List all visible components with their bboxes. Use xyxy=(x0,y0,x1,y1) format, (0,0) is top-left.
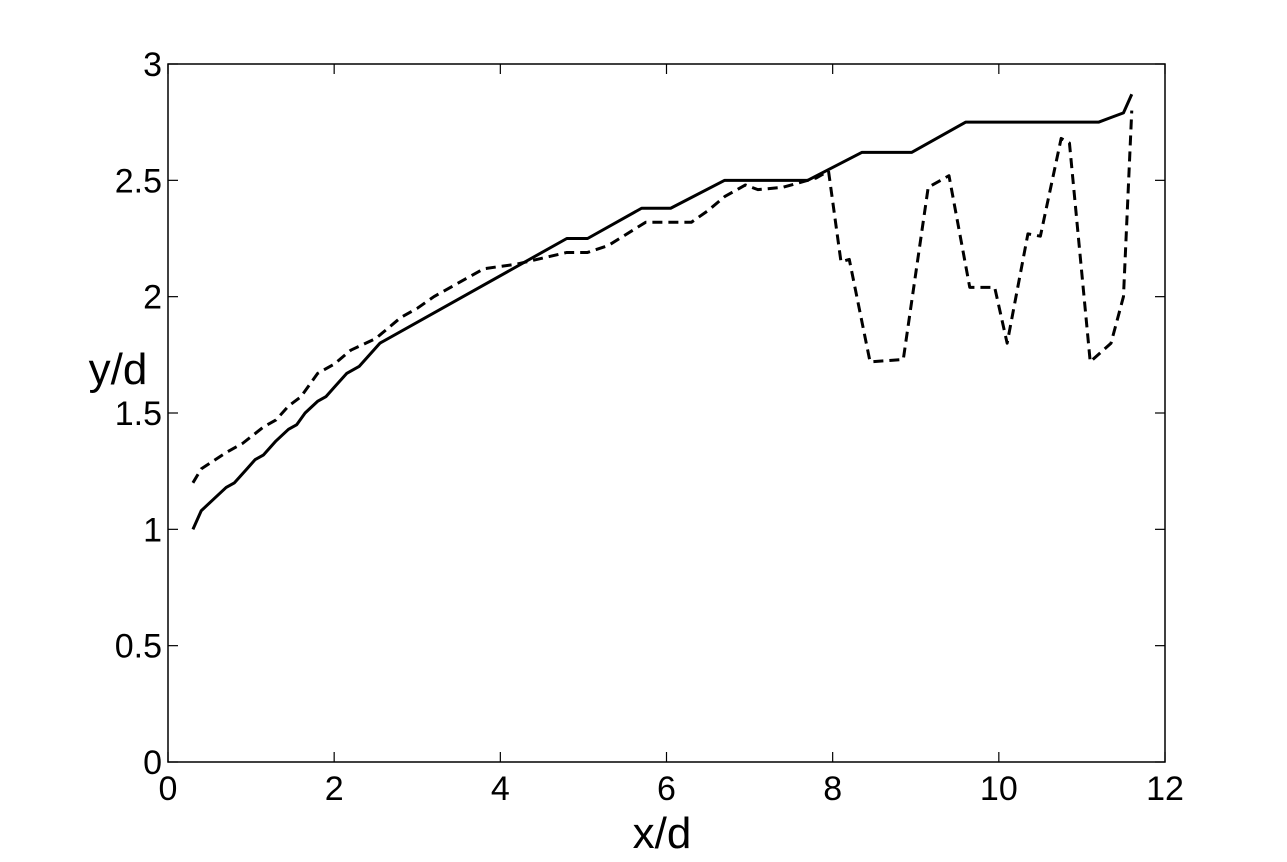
y-tick-label: 0 xyxy=(143,744,162,782)
y-tick-label: 2.5 xyxy=(115,162,162,200)
plot-frame xyxy=(167,63,1166,763)
y-axis-label: y/d xyxy=(89,345,148,394)
y-tick-label: 3 xyxy=(143,46,162,84)
x-axis-label: x/d xyxy=(633,809,692,857)
x-tick-label: 4 xyxy=(491,770,510,808)
data-line xyxy=(191,110,1134,484)
y-tick-label: 1 xyxy=(143,511,162,549)
y-tick-label: 0.5 xyxy=(115,628,162,666)
x-tick-label: 2 xyxy=(325,770,344,808)
x-tick-label: 10 xyxy=(980,770,1018,808)
x-tick-label: 12 xyxy=(1146,770,1184,808)
data-line xyxy=(191,93,1134,530)
y-tick-label: 2 xyxy=(143,279,162,317)
x-tick-label: 8 xyxy=(823,770,842,808)
x-tick-label: 0 xyxy=(159,770,178,808)
x-tick-label: 6 xyxy=(657,770,676,808)
y-tick-label: 1.5 xyxy=(115,395,162,433)
